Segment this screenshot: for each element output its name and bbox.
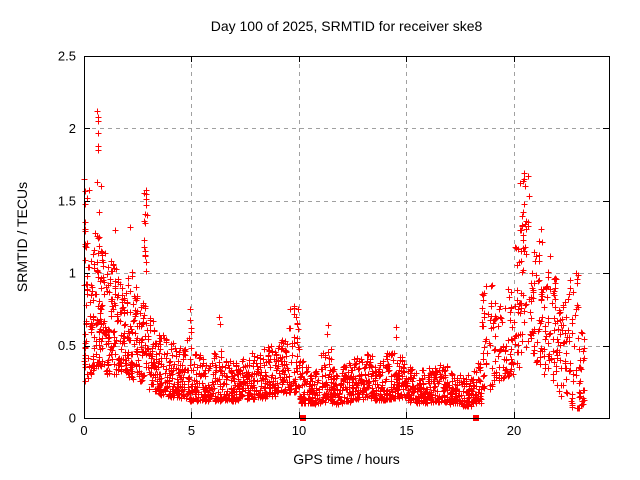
- y-tick-label: 1.5: [58, 193, 76, 208]
- chart-title: Day 100 of 2025, SRMTID for receiver ske…: [210, 18, 483, 34]
- y-tick-label: 2: [69, 121, 76, 136]
- x-tick-label: 0: [80, 423, 87, 438]
- y-tick-label: 0: [69, 411, 76, 426]
- x-tick-label: 5: [188, 423, 195, 438]
- x-tick-label: 15: [399, 423, 413, 438]
- y-tick-label: 0.5: [58, 338, 76, 353]
- x-axis-label: GPS time / hours: [293, 451, 400, 467]
- x-tick-label: 10: [292, 423, 306, 438]
- y-tick-label: 2.5: [58, 49, 76, 64]
- scatter-points: [81, 108, 588, 412]
- x-tick-label: 20: [507, 423, 521, 438]
- x-tick-labels: 0 5 10 15 20: [80, 423, 521, 438]
- y-tick-labels: 0 0.5 1 1.5 2 2.5: [58, 49, 76, 426]
- axes-border: [84, 56, 610, 419]
- y-tick-label: 1: [69, 266, 76, 281]
